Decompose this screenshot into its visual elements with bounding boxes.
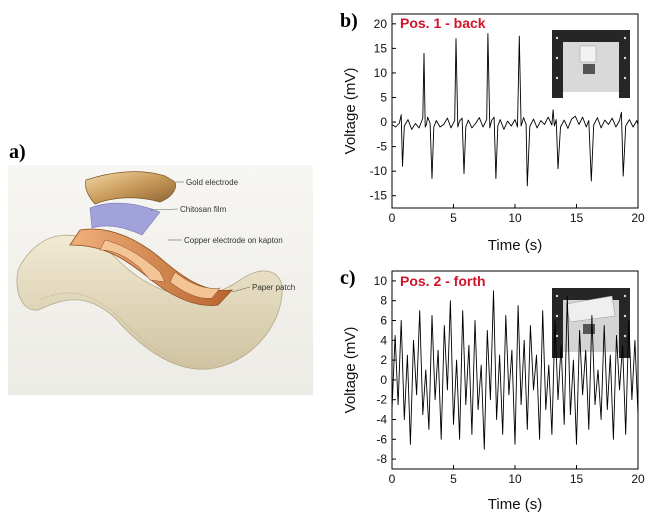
chitosan-callout-line <box>149 208 179 211</box>
y-tick-label-b: 0 <box>380 115 387 129</box>
voltage-trace-c <box>391 290 639 450</box>
y-tick-label-c: -6 <box>376 432 387 446</box>
y-tick-label-c: 6 <box>380 314 387 328</box>
x-tick-label-b: 0 <box>389 211 396 225</box>
y-tick-label-c: 8 <box>380 294 387 308</box>
x-tick-label-b: 10 <box>508 211 522 225</box>
gold-electrode-label: Gold electrode <box>186 178 239 187</box>
y-tick-label-b: 15 <box>374 41 388 55</box>
x-tick-label-c: 0 <box>389 472 396 486</box>
panel-b: b) 0 5 10 15 20 -15 -10 -5 0 5 10 15 20 Pos. 1 - bac… <box>340 10 645 254</box>
y-tick-label-b: -10 <box>370 164 388 178</box>
y-tick-label-b: -15 <box>370 189 388 203</box>
panel-c: c) 0 5 10 15 20 -8 -6 -4 -2 0 2 4 6 8 10 Pos. 2 - fort… <box>340 267 645 513</box>
paper-callout-line <box>231 286 251 293</box>
y-tick-label-c: 0 <box>380 373 387 387</box>
x-tick-label-b: 5 <box>450 211 457 225</box>
paper-patch-shading <box>39 292 216 369</box>
x-tick-label-b: 20 <box>631 211 645 225</box>
y-tick-label-c: 2 <box>380 353 387 367</box>
panel-b-letter: b) <box>340 10 358 32</box>
y-tick-label-b: 10 <box>374 66 388 80</box>
panel-a: a) Gold electrode Chitosan film Copper e… <box>8 141 313 395</box>
y-tick-label-b: -5 <box>376 140 387 154</box>
copper-trace-left <box>99 239 166 283</box>
annotation-b: Pos. 1 - back <box>400 15 486 31</box>
paper-patch-label: Paper patch <box>252 283 295 292</box>
panel-a-letter: a) <box>9 141 26 163</box>
plot-c-content: 0 5 10 15 20 -8 -6 -4 -2 0 2 4 6 8 10 <box>374 274 645 486</box>
x-axis-title-b: Time (s) <box>488 237 542 254</box>
panel-c-letter: c) <box>340 267 356 289</box>
gold-electrode <box>85 171 176 205</box>
x-tick-label-c: 10 <box>508 472 522 486</box>
y-tick-label-c: 10 <box>374 274 388 288</box>
y-tick-label-c: -2 <box>376 393 387 407</box>
copper-trace-right <box>169 271 221 299</box>
x-tick-label-b: 15 <box>570 211 584 225</box>
y-axis-title-c: Voltage (mV) <box>342 327 359 414</box>
y-tick-label-b: 20 <box>374 17 388 31</box>
chitosan-film-label: Chitosan film <box>180 205 227 214</box>
y-tick-label-c: 4 <box>380 333 387 347</box>
device-inset-b <box>546 24 636 102</box>
chitosan-film <box>89 202 161 236</box>
voltage-trace-b <box>391 33 639 187</box>
y-tick-label-c: -8 <box>376 452 387 466</box>
y-axis-title-b: Voltage (mV) <box>342 68 359 155</box>
x-tick-label-c: 5 <box>450 472 457 486</box>
x-axis-title-c: Time (s) <box>488 496 542 513</box>
x-tick-label-c: 20 <box>631 472 645 486</box>
copper-electrode-label: Copper electrode on kapton <box>184 236 283 245</box>
plot-b-content: 0 5 10 15 20 -15 -10 -5 0 5 10 15 20 <box>370 17 645 225</box>
annotation-c: Pos. 2 - forth <box>400 273 486 289</box>
y-tick-label-c: -4 <box>376 413 387 427</box>
paper-patch <box>16 234 283 370</box>
x-tick-label-c: 15 <box>570 472 584 486</box>
y-tick-label-b: 5 <box>380 90 387 104</box>
